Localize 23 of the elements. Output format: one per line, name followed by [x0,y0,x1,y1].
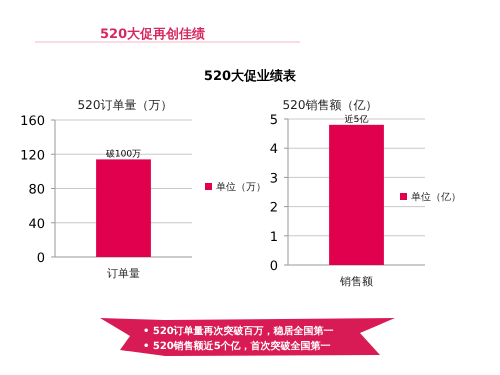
text: 520大促再创佳绩 [100,27,206,42]
legend-label: 单位（亿） [411,191,461,203]
text: • 520销售额近5个亿，首次突破全国第一 [143,340,331,352]
y-tick-label: 5 [270,113,278,128]
y-tick-label: 80 [28,182,45,198]
y-tick-label: 120 [20,148,45,164]
y-tick-label: 40 [28,216,45,232]
x-tick-label: 订单量 [107,267,140,280]
chart-title: 520销售额（亿） [282,98,378,112]
y-tick-label: 0 [270,259,278,274]
data-label: 近5亿 [344,114,368,125]
x-tick-label: 销售额 [339,275,373,288]
y-tick-label: 2 [270,200,278,216]
y-tick-label: 1 [270,230,278,245]
legend-label: 单位（万） [216,181,266,193]
data-label: 破100万 [104,148,142,160]
y-tick-label: 4 [270,142,278,158]
y-tick-label: 3 [270,171,278,186]
y-tick-label: 160 [20,114,45,129]
chart-title: 520订单量（万） [78,98,172,112]
text: 520大促业绩表 [204,69,298,84]
text: • 520订单量再次突破百万，稳居全国第一 [143,325,334,337]
y-tick-label: 0 [36,251,45,266]
